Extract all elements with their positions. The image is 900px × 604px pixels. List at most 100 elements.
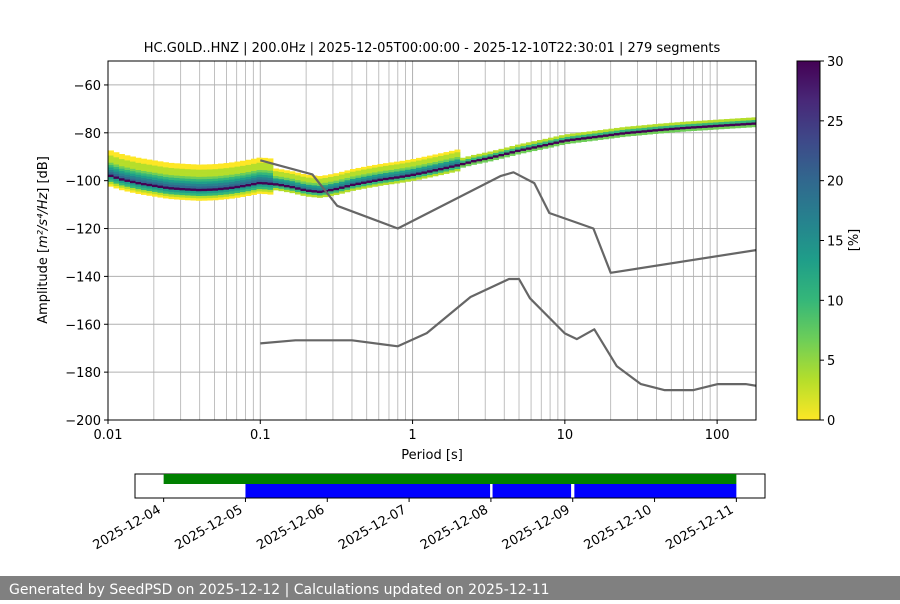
density-cell <box>487 151 494 155</box>
density-cell <box>449 162 455 166</box>
density-cell <box>262 191 268 195</box>
density-cell <box>449 165 455 168</box>
density-cell <box>663 130 670 134</box>
density-cell <box>146 161 153 165</box>
density-cell <box>377 166 384 170</box>
density-cell <box>223 163 230 166</box>
density-cell <box>273 168 279 172</box>
density-cell <box>647 124 653 128</box>
timeline-tick-label: 2025-12-11 <box>663 502 736 553</box>
density-cell <box>207 169 213 172</box>
density-cell <box>328 181 334 185</box>
density-cell <box>416 157 422 161</box>
density-cell <box>218 194 224 198</box>
timeline-bars <box>163 474 737 498</box>
density-cell <box>218 168 224 172</box>
density-cell <box>251 165 257 169</box>
density-cell <box>746 120 752 123</box>
density-cell <box>113 183 120 187</box>
density-cell <box>427 165 433 168</box>
density-cell <box>735 118 741 122</box>
density-cell <box>685 126 692 129</box>
density-cell <box>636 128 642 131</box>
timeline-tick-label: 2025-12-08 <box>418 502 491 553</box>
density-cell <box>135 179 142 182</box>
density-cell <box>289 190 296 194</box>
density-cell <box>410 175 417 179</box>
density-cell <box>212 166 219 170</box>
density-cell <box>223 194 230 197</box>
density-cell <box>317 180 323 184</box>
density-cell <box>278 183 285 187</box>
density-cell <box>196 195 202 199</box>
density-cell <box>124 186 131 190</box>
density-cell <box>196 166 202 170</box>
density-cell <box>597 130 604 133</box>
footer-text: Generated by SeedPSD on 2025-12-12 | Cal… <box>9 582 550 598</box>
density-cell <box>212 173 219 177</box>
density-cell <box>152 167 158 171</box>
density-cell <box>284 177 290 181</box>
density-cell <box>289 173 296 177</box>
density-cell <box>311 194 318 198</box>
density-cell <box>713 122 719 125</box>
density-cell <box>179 192 186 196</box>
timeline-tick-label: 2025-12-05 <box>173 502 246 553</box>
density-cell <box>245 171 252 175</box>
density-cell <box>388 176 395 180</box>
density-cell <box>196 186 202 189</box>
density-cell <box>421 161 428 165</box>
density-cell <box>333 180 340 184</box>
density-cell <box>366 177 373 181</box>
density-cell <box>482 152 488 156</box>
density-cell <box>135 188 142 192</box>
density-cell <box>207 193 213 196</box>
density-cell <box>614 135 620 138</box>
density-cell <box>218 170 224 174</box>
density-cell <box>146 169 153 172</box>
density-cell <box>234 166 241 170</box>
density-cell <box>498 153 505 157</box>
density-cell <box>476 158 483 162</box>
density-cell <box>680 124 686 127</box>
density-cell <box>537 147 543 150</box>
density-cell <box>333 192 340 196</box>
density-cell <box>339 186 345 189</box>
density-cell <box>317 178 323 182</box>
density-cell <box>438 153 444 156</box>
density-cell <box>256 174 263 178</box>
density-cell <box>333 177 340 181</box>
density-cell <box>691 125 697 129</box>
density-cell <box>548 137 554 141</box>
density-cell <box>724 126 730 129</box>
density-cell <box>619 132 626 135</box>
density-cell <box>201 176 208 180</box>
colorbar-label: [%] <box>847 229 862 252</box>
density-cell <box>295 184 301 188</box>
density-cell <box>146 178 153 182</box>
density-cell <box>229 188 235 192</box>
density-cell <box>570 140 576 144</box>
density-cell <box>207 166 213 170</box>
density-cell <box>443 166 450 170</box>
density-cell <box>256 186 263 190</box>
density-cell <box>311 182 318 186</box>
density-cell <box>168 174 175 178</box>
density-cell <box>520 148 527 151</box>
density-cell <box>564 141 571 145</box>
colorbar-gradient <box>796 60 821 421</box>
density-cell <box>108 150 114 154</box>
density-cell <box>306 179 312 183</box>
density-cell <box>531 141 538 144</box>
density-cell <box>333 189 340 193</box>
density-cell <box>696 120 703 124</box>
density-cell <box>146 181 153 184</box>
density-cell <box>586 138 593 142</box>
density-cell <box>190 176 197 179</box>
density-cell <box>751 124 756 128</box>
density-cell <box>212 176 219 179</box>
density-cell <box>124 172 131 175</box>
density-cell <box>377 173 384 177</box>
density-cell <box>647 131 653 135</box>
density-cell <box>509 148 516 152</box>
